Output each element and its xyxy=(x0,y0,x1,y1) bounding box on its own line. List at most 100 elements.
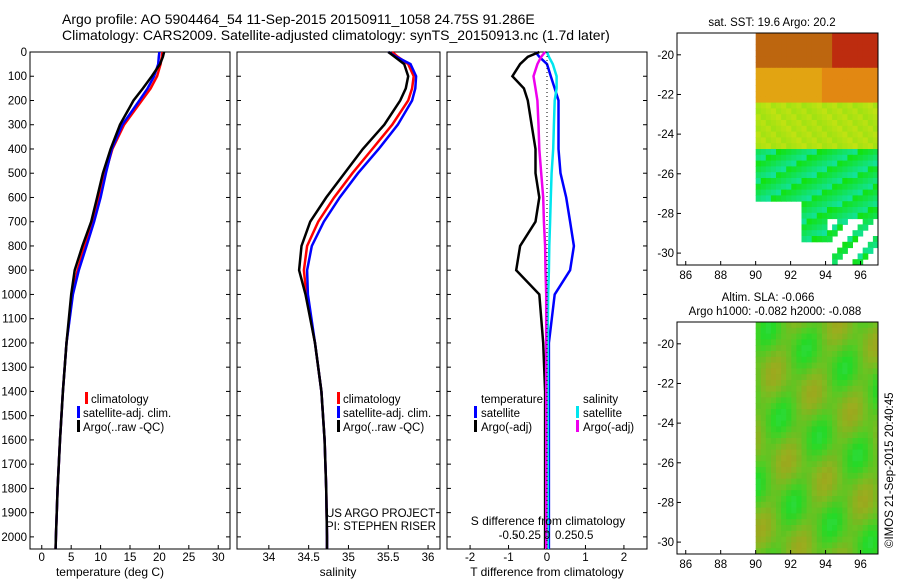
map-cell xyxy=(832,178,838,185)
map-cell xyxy=(770,327,777,335)
map-cell xyxy=(806,160,813,167)
map-cell xyxy=(786,455,792,462)
map-cell xyxy=(816,374,823,381)
map-cell xyxy=(842,496,848,503)
map-cell xyxy=(806,178,813,185)
map-cell xyxy=(837,154,843,162)
map-cell xyxy=(872,67,879,75)
map-cell xyxy=(770,345,777,352)
map-cell xyxy=(872,166,879,173)
map-cell xyxy=(872,478,879,485)
map-cell xyxy=(811,525,818,532)
map-cell xyxy=(776,189,782,196)
map-cell xyxy=(806,195,813,202)
map-cell xyxy=(755,178,762,185)
map-cell xyxy=(827,455,833,462)
map-cell xyxy=(832,201,838,208)
map-cell xyxy=(765,542,772,549)
map-cell xyxy=(857,212,864,220)
map-cell xyxy=(842,339,848,346)
map-cell xyxy=(857,420,864,427)
map-cell xyxy=(770,432,777,439)
x-tick-label: 30 xyxy=(212,552,225,564)
map-cell xyxy=(791,166,797,173)
map-cell xyxy=(821,96,828,104)
map-cell xyxy=(755,96,762,104)
map-cell xyxy=(862,195,869,202)
map-cell xyxy=(801,120,808,127)
map-cell xyxy=(872,438,879,445)
map-cell xyxy=(867,102,874,109)
map-cell xyxy=(796,322,802,329)
map-cell xyxy=(811,67,818,75)
map-cell xyxy=(765,351,772,358)
map-cell xyxy=(842,501,848,509)
map-cell xyxy=(806,467,813,474)
map-cell xyxy=(837,327,843,335)
map-cell xyxy=(755,374,762,381)
legend-swatch-s-argo xyxy=(576,420,579,432)
map-cell xyxy=(776,356,782,364)
map-cell xyxy=(867,426,874,433)
map-cell xyxy=(806,333,813,340)
map-cell xyxy=(857,536,864,543)
map-cell xyxy=(837,85,843,92)
map-cell xyxy=(837,120,843,127)
map-cell xyxy=(852,548,859,555)
map-cell xyxy=(816,339,823,346)
map-cell xyxy=(842,374,848,381)
map-cell xyxy=(842,91,848,98)
map-cell xyxy=(796,56,802,63)
map-cell xyxy=(847,519,853,526)
map-cell xyxy=(837,339,843,346)
map-cell xyxy=(765,356,772,364)
map-cell xyxy=(786,362,792,369)
depth-tick-label: 1600 xyxy=(1,435,27,447)
map-cell xyxy=(786,507,792,514)
x-tick-label: 2 xyxy=(621,552,627,564)
map-cell xyxy=(862,443,869,451)
map-cell xyxy=(765,67,772,75)
map-cell xyxy=(755,56,762,63)
x-tick-label: -2 xyxy=(465,552,475,564)
map-cell xyxy=(872,241,879,249)
map-cell xyxy=(847,114,853,121)
map-cell xyxy=(781,79,787,86)
map-cell xyxy=(847,172,853,179)
map-cell xyxy=(770,530,777,538)
map-cell xyxy=(842,327,848,335)
map-cell xyxy=(801,85,808,92)
map-cell xyxy=(842,183,848,191)
depth-tick-label: 400 xyxy=(8,144,27,156)
map-cell xyxy=(781,380,787,387)
map-cell xyxy=(837,73,843,80)
map-cell xyxy=(847,189,853,196)
map-cell xyxy=(857,149,864,156)
map-cell xyxy=(857,368,864,375)
map-cell xyxy=(847,160,853,167)
map-cell xyxy=(821,125,828,133)
map-cell xyxy=(857,125,864,133)
map-cell xyxy=(867,50,874,57)
map-cell xyxy=(770,56,777,63)
map-cell xyxy=(852,455,859,462)
map-cell xyxy=(776,91,782,98)
map-cell xyxy=(867,56,874,63)
map-cell xyxy=(791,461,797,468)
map-cell xyxy=(842,160,848,167)
map-cell xyxy=(852,391,859,398)
map-cell xyxy=(806,362,813,369)
map-cell xyxy=(770,137,777,144)
s-difference-xlabel: S difference from climatology xyxy=(471,514,626,528)
map-cell xyxy=(755,519,762,526)
map-cell xyxy=(821,385,828,393)
map-cell xyxy=(770,154,777,162)
watermark: ©IMOS 21-Sep-2015 20:40:45 xyxy=(884,392,896,548)
map-cell xyxy=(806,461,813,468)
map-cell xyxy=(827,380,833,387)
map-cell xyxy=(857,108,864,115)
map-cell xyxy=(760,114,767,121)
map-cell xyxy=(786,73,792,80)
s-tick-label: 0.25 xyxy=(555,530,577,542)
map-cell xyxy=(755,478,762,485)
